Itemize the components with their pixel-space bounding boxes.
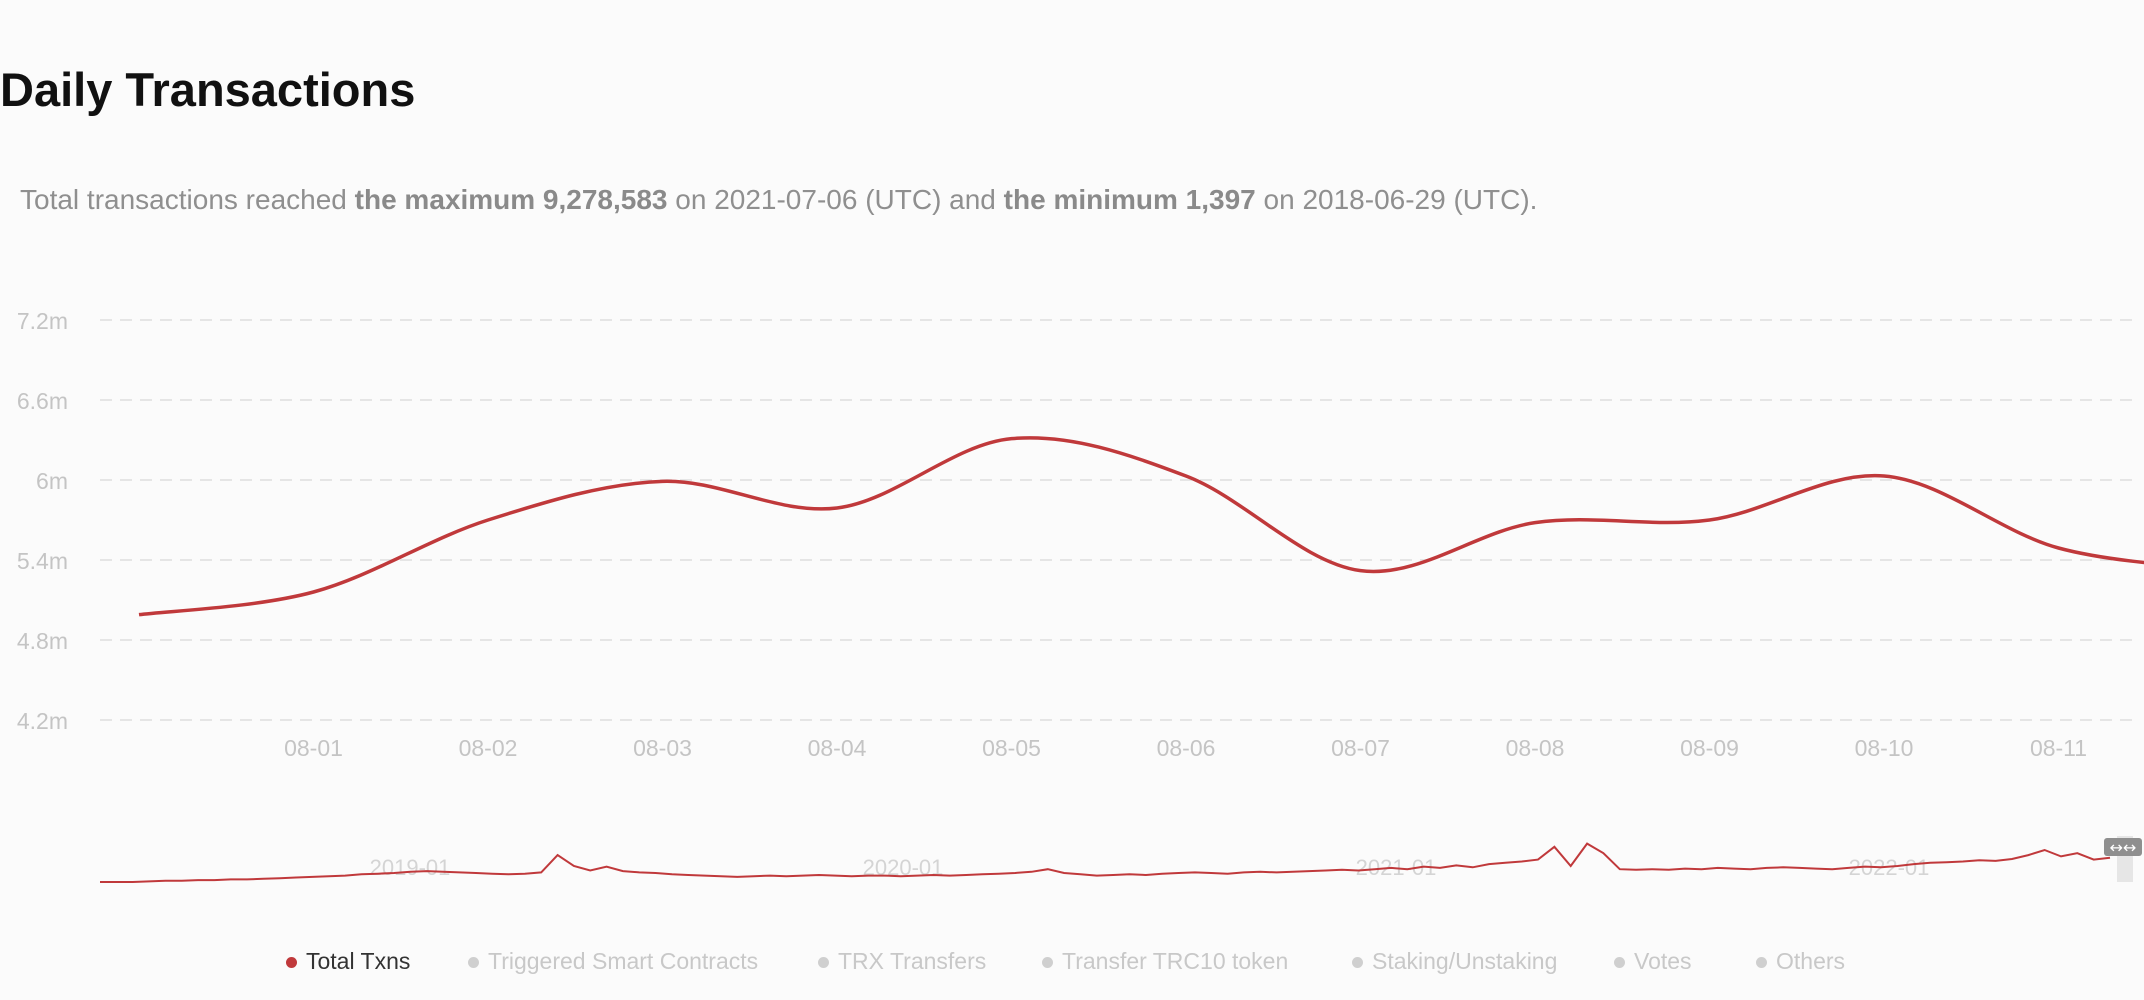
summary-text: Total transactions reached the maximum 9… <box>20 184 1537 216</box>
legend-item[interactable]: Others <box>1756 948 1845 975</box>
x-tick-label: 08-10 <box>1855 735 1914 761</box>
navigator-series-line <box>100 842 2111 883</box>
y-tick-label: 6m <box>36 468 68 494</box>
summary-max: the maximum 9,278,583 <box>354 184 668 215</box>
legend-item-label: TRX Transfers <box>838 948 987 974</box>
series-line-total-txns <box>138 436 2144 617</box>
x-tick-label: 08-04 <box>808 735 867 761</box>
legend-item[interactable]: Triggered Smart Contracts <box>468 948 758 975</box>
y-tick-label: 7.2m <box>17 308 68 334</box>
x-tick-label: 08-01 <box>284 735 343 761</box>
legend-item-label: Votes <box>1634 948 1692 974</box>
legend-item[interactable]: Staking/Unstaking <box>1352 948 1557 975</box>
x-tick-label: 08-08 <box>1506 735 1565 761</box>
legend-item-label: Staking/Unstaking <box>1372 948 1558 974</box>
legend-item[interactable]: Transfer TRC10 token <box>1042 948 1288 975</box>
legend-dot-icon <box>1352 957 1363 968</box>
legend-dot-icon <box>468 957 479 968</box>
summary-min-suffix: on 2018-06-29 (UTC). <box>1255 184 1538 215</box>
x-tick-label: 08-09 <box>1680 735 1739 761</box>
legend-item-label: Triggered Smart Contracts <box>488 948 759 974</box>
y-tick-label: 4.2m <box>17 708 68 734</box>
legend-item[interactable]: TRX Transfers <box>818 948 986 975</box>
navigator-handle[interactable] <box>2104 838 2142 856</box>
legend-dot-icon <box>818 957 829 968</box>
legend-item[interactable]: Total Txns <box>286 948 410 975</box>
y-tick-label: 4.8m <box>17 628 68 654</box>
summary-max-suffix: on 2021-07-06 (UTC) and <box>667 184 1004 215</box>
y-tick-label: 5.4m <box>17 548 68 574</box>
legend-dot-icon <box>1042 957 1053 968</box>
chart-legend: Total Txns Triggered Smart Contracts TRX T… <box>0 948 2144 978</box>
x-tick-label: 08-06 <box>1157 735 1216 761</box>
summary-prefix: Total transactions reached <box>20 184 355 215</box>
navigator-tick-label: 2019-01 <box>370 855 451 880</box>
summary-min: the minimum 1,397 <box>1003 184 1256 215</box>
legend-item[interactable]: Votes <box>1614 948 1692 975</box>
legend-item-label: Transfer TRC10 token <box>1062 948 1289 974</box>
legend-dot-icon <box>1756 957 1767 968</box>
y-tick-label: 6.6m <box>17 388 68 414</box>
x-tick-label: 08-05 <box>982 735 1041 761</box>
legend-item-label: Others <box>1776 948 1846 974</box>
navigator-handle-grip-icon: ↔↔ <box>2110 838 2137 857</box>
page-title: Daily Transactions <box>0 63 416 116</box>
legend-item-label: Total Txns <box>306 948 411 974</box>
legend-dot-icon <box>1614 957 1625 968</box>
legend-dot-icon <box>286 957 297 968</box>
x-tick-label: 08-03 <box>633 735 692 761</box>
x-tick-label: 08-11 <box>2030 735 2087 761</box>
x-tick-label: 08-02 <box>459 735 518 761</box>
x-tick-label: 08-07 <box>1331 735 1390 761</box>
